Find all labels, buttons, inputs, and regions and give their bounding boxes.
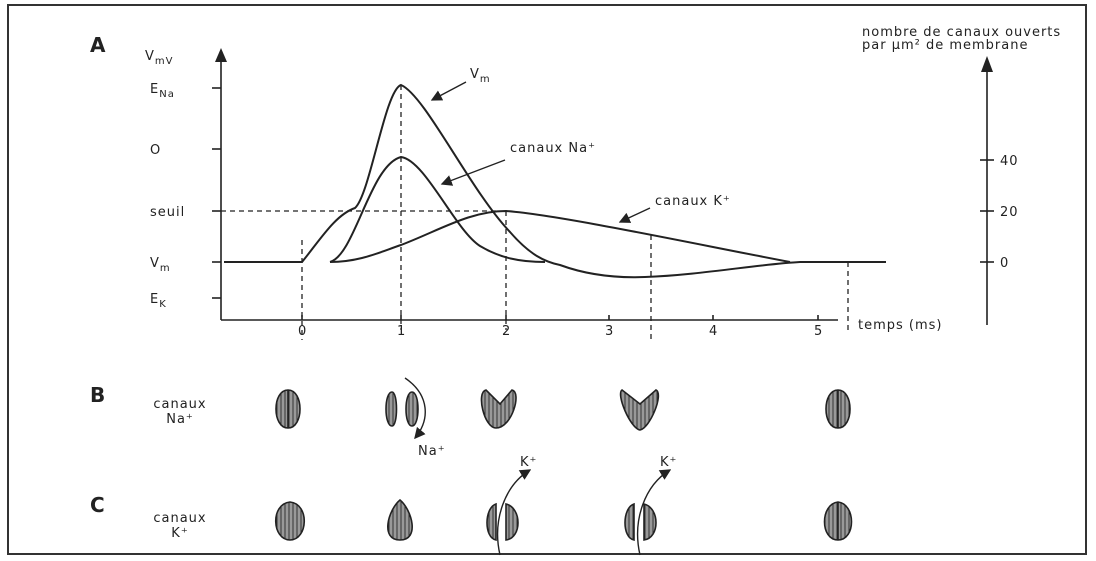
ion-label: K⁺: [520, 455, 537, 470]
panel-letter: A: [90, 33, 106, 57]
x-tick-label: 4: [709, 324, 718, 339]
left-label: O: [150, 143, 161, 158]
x-tick-label: 5: [814, 324, 823, 339]
row-label: Na⁺: [166, 412, 194, 427]
panel-letter: B: [90, 383, 105, 407]
x-tick-label: 2: [502, 324, 511, 339]
ion-label: K⁺: [660, 455, 677, 470]
row-label: K⁺: [171, 526, 188, 541]
x-axis-label: temps (ms): [858, 318, 943, 333]
right-tick-label: 0: [1000, 256, 1009, 271]
left-label: seuil: [150, 205, 185, 220]
figure: A VmV ENaOseuilVmEK 012345 40200 temps (…: [0, 0, 1096, 561]
curve-label: canaux K⁺: [655, 194, 731, 209]
x-tick-label: 3: [605, 324, 614, 339]
x-tick-label: 1: [397, 324, 406, 339]
right-tick-label: 20: [1000, 205, 1019, 220]
frame: [8, 5, 1086, 554]
row-label: canaux: [153, 511, 206, 526]
curve-label: canaux Na⁺: [510, 141, 596, 156]
ion-label: Na⁺: [418, 444, 446, 459]
right-axis-title: par µm² de membrane: [862, 38, 1028, 53]
panel-letter: C: [90, 493, 105, 517]
row-label: canaux: [153, 397, 206, 412]
right-tick-label: 40: [1000, 154, 1019, 169]
